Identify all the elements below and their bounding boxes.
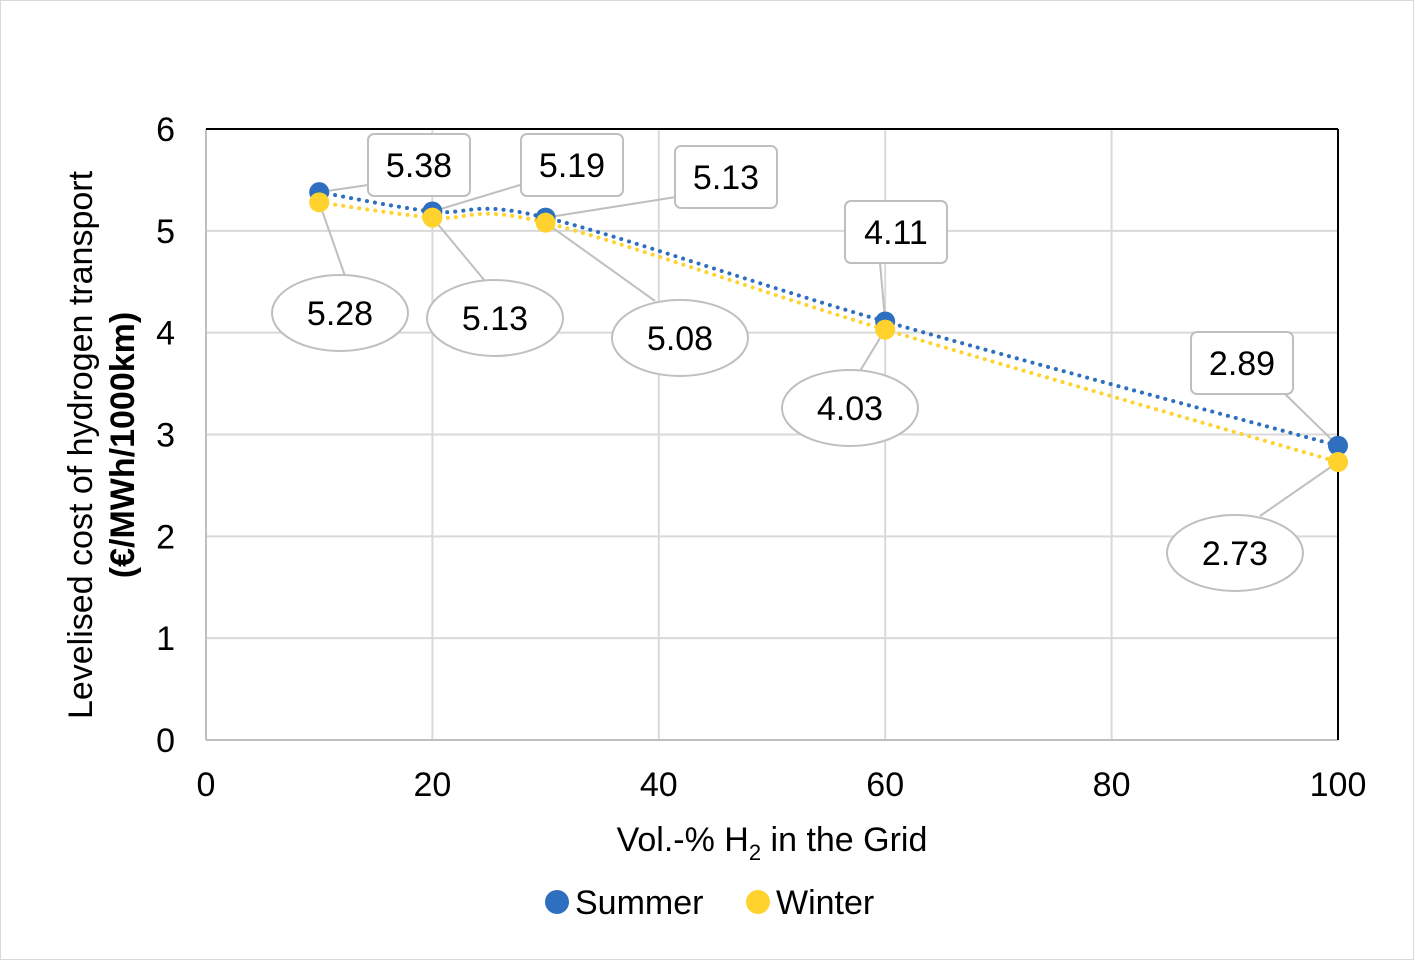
legend-marker-summer bbox=[545, 890, 569, 914]
x-tick-label: 20 bbox=[413, 766, 451, 804]
data-label-winter: 2.73 bbox=[1202, 535, 1268, 573]
data-label-winter: 5.28 bbox=[307, 295, 373, 333]
leader-line bbox=[431, 216, 486, 282]
tick-labels: 0 20 40 60 80 100 0 1 2 3 4 5 6 bbox=[156, 111, 1366, 804]
data-point-winter bbox=[422, 207, 443, 228]
y-axis-title: Levelised cost of hydrogen transport bbox=[62, 170, 100, 719]
data-label-box bbox=[520, 133, 624, 197]
data-label-winter: 4.03 bbox=[817, 390, 883, 428]
y-tick-label: 1 bbox=[156, 620, 175, 658]
x-axis-title: Vol.-% H2 in the Grid bbox=[617, 821, 928, 865]
data-label-ellipse bbox=[271, 274, 409, 352]
leader-line bbox=[318, 201, 346, 277]
data-label-summer: 5.38 bbox=[386, 147, 452, 185]
data-point-winter bbox=[875, 319, 896, 340]
legend-label-winter: Winter bbox=[776, 884, 874, 922]
leader-line bbox=[545, 221, 656, 302]
x-tick-label: 60 bbox=[866, 766, 904, 804]
data-labels: 5.38 5.19 5.13 4.11 2.89 5.28 5.13 5.08 4.03 2.73 bbox=[271, 133, 1304, 592]
data-label-winter: 5.13 bbox=[462, 300, 528, 338]
data-label-summer: 2.89 bbox=[1209, 345, 1275, 383]
leader-line bbox=[1284, 393, 1339, 447]
data-label-ellipse bbox=[781, 369, 919, 447]
y-tick-label: 0 bbox=[156, 722, 175, 760]
data-label-summer: 5.19 bbox=[539, 147, 605, 185]
y-axis-unit: (€/MWh/1000km) bbox=[104, 312, 142, 578]
leader-line bbox=[432, 184, 521, 213]
data-point-summer bbox=[1328, 435, 1348, 456]
leader-lines bbox=[318, 184, 1339, 517]
data-point-winter bbox=[1328, 451, 1348, 472]
data-label-box bbox=[844, 200, 948, 264]
data-label-ellipse bbox=[611, 299, 749, 377]
y-tick-label: 4 bbox=[156, 315, 175, 353]
legend-marker-winter bbox=[746, 890, 770, 914]
data-label-box bbox=[674, 145, 778, 209]
axes bbox=[205, 128, 1339, 741]
x-tick-label: 0 bbox=[197, 766, 216, 804]
data-point-winter bbox=[309, 192, 330, 213]
data-label-box bbox=[367, 133, 471, 197]
legend-label-summer: Summer bbox=[575, 884, 703, 922]
data-label-ellipse bbox=[1166, 514, 1304, 592]
y-tick-label: 6 bbox=[156, 111, 175, 149]
x-tick-label: 40 bbox=[640, 766, 678, 804]
leader-line bbox=[545, 196, 677, 219]
data-label-ellipse bbox=[426, 279, 564, 357]
y-tick-label: 3 bbox=[156, 417, 175, 455]
leader-line bbox=[1259, 461, 1339, 517]
data-label-box bbox=[1190, 331, 1294, 395]
data-label-summer: 5.13 bbox=[693, 159, 759, 197]
y-tick-label: 2 bbox=[156, 518, 175, 556]
y-tick-label: 5 bbox=[156, 213, 175, 251]
x-tick-label: 80 bbox=[1093, 766, 1131, 804]
x-tick-label: 100 bbox=[1310, 766, 1367, 804]
legend: Summer Winter bbox=[545, 884, 874, 922]
data-label-summer: 4.11 bbox=[864, 214, 928, 252]
data-label-winter: 5.08 bbox=[647, 320, 713, 358]
data-point-winter bbox=[535, 212, 556, 233]
data-points bbox=[309, 182, 1348, 472]
